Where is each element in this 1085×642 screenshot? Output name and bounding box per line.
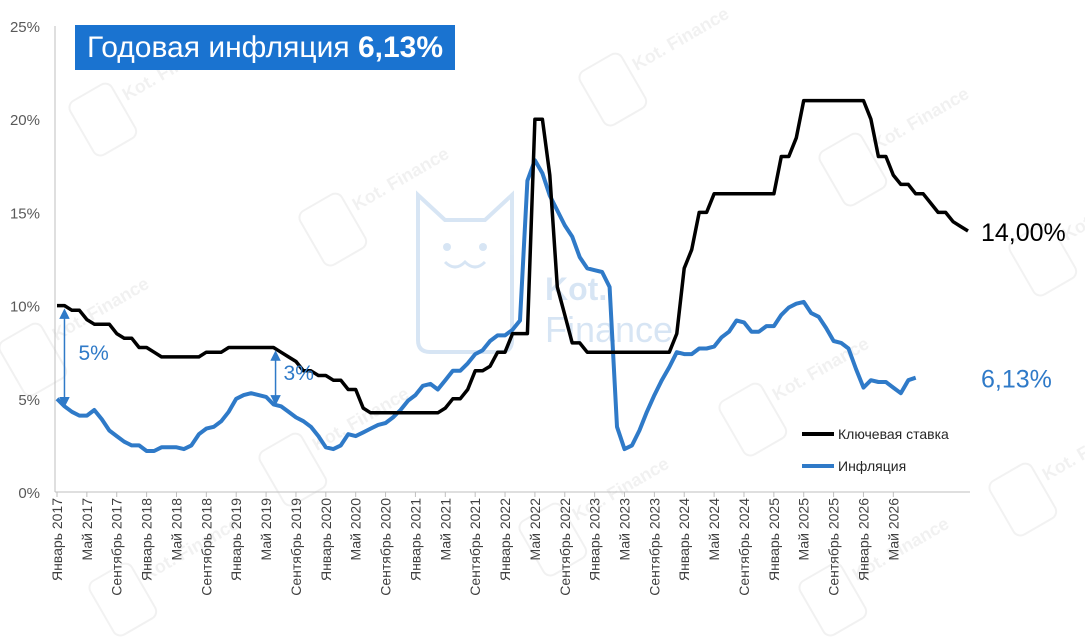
watermark-center: Kot.Finance	[416, 190, 673, 354]
annotation-layer: 5% 3%	[59, 308, 314, 408]
chart-title: Годовая инфляция 6,13%	[75, 25, 456, 70]
x-tick-label: Январь 2019	[228, 498, 244, 581]
x-tick-label: Сентябрь 2020	[378, 498, 394, 596]
series-end-label: 14,00%	[981, 219, 1066, 247]
x-tick-label: Май 2023	[617, 498, 633, 561]
x-tick-label: Сентябрь 2025	[826, 498, 842, 596]
watermark-mark: Kot. Finance	[818, 83, 973, 207]
x-tick-label: Сентябрь 2023	[646, 498, 662, 596]
x-tick-label: Январь 2018	[139, 498, 155, 581]
watermark-cat-eye	[443, 243, 451, 251]
x-tick-label: Май 2020	[348, 498, 364, 561]
watermark-cat-icon	[68, 82, 138, 157]
watermark-cat-icon	[988, 462, 1058, 537]
chart-title-text: Годовая инфляция	[87, 31, 350, 64]
watermark-center-text: Kot.	[545, 271, 607, 307]
watermark-cat-eye	[479, 243, 487, 251]
legend-label: Ключевая ставка	[838, 426, 949, 442]
watermark-cat-mouth	[443, 259, 487, 269]
x-tick-label: Январь 2026	[855, 498, 871, 581]
series-end-label: 6,13%	[981, 366, 1052, 394]
watermark-mark: Kot. Finance	[298, 143, 453, 267]
watermark-cat-outline	[416, 190, 514, 354]
watermark-text: Kot. Finance	[1039, 413, 1085, 484]
x-tick-label: Май 2024	[706, 498, 722, 561]
x-tick-label: Январь 2024	[676, 498, 692, 581]
x-tick-label: Сентябрь 2017	[109, 498, 125, 596]
x-tick-label: Январь 2025	[766, 498, 782, 581]
x-tick-label: Май 2025	[796, 498, 812, 561]
watermark-cat-icon	[1008, 222, 1078, 297]
watermark-cat-icon	[298, 192, 368, 267]
watermark-cat-icon	[258, 432, 328, 507]
x-tick-label: Январь 2017	[49, 498, 65, 581]
series-line-inflation	[55, 158, 917, 453]
x-tick-label: Январь 2021	[407, 498, 423, 581]
watermark-cat-icon	[718, 382, 788, 457]
watermark-cat-icon	[88, 562, 158, 637]
watermark-cat-icon	[0, 322, 68, 397]
y-tick-label: 5%	[18, 392, 40, 409]
watermark-mark: Kot. Finance	[798, 513, 952, 637]
x-tick-label: Сентябрь 2024	[736, 498, 752, 596]
x-tick-label: Январь 2020	[318, 498, 334, 581]
x-tick-label: Сентябрь 2022	[557, 498, 573, 596]
spread-label: 5%	[78, 342, 108, 365]
watermark-cat-icon	[818, 132, 888, 207]
x-tick-label: Май 2022	[527, 498, 543, 561]
spread-label: 3%	[284, 362, 314, 385]
x-tick-label: Январь 2023	[587, 498, 603, 581]
watermark-text: Kot. Finance	[349, 143, 453, 214]
x-tick-label: Сентябрь 2018	[198, 498, 214, 596]
watermark-cat-icon	[518, 502, 588, 577]
y-tick-label: 0%	[18, 485, 40, 502]
legend-label: Инфляция	[838, 458, 906, 474]
watermark-text: Kot. Finance	[869, 83, 973, 154]
watermark-text: Kot. Finance	[629, 3, 733, 74]
x-tick-label: Май 2018	[168, 498, 184, 561]
x-tick-label: Май 2019	[258, 498, 274, 561]
y-tick-label: 25%	[10, 19, 40, 36]
watermark-cat-icon	[578, 52, 648, 127]
x-tick-label: Сентябрь 2021	[467, 498, 483, 596]
axes-layer: 0% 5% 10% 15% 20% 25% Январь 2017 Май 2017 Сентя…	[10, 19, 970, 596]
watermark-cat-icon	[798, 562, 868, 637]
series-line-key-rate	[57, 98, 969, 415]
watermark-mark: Kot. Finance	[578, 3, 733, 127]
x-tick-label: Май 2017	[79, 498, 95, 561]
chart-title-value: 6,13%	[357, 31, 444, 64]
watermark-mark: Kot. Finance	[0, 273, 152, 397]
x-tick-label: Январь 2022	[497, 498, 513, 581]
watermark-mark: Kot. Finance	[988, 413, 1085, 537]
series-layer: 14,00% 6,13%	[55, 98, 1066, 453]
x-tick-label: Май 2026	[885, 498, 901, 561]
y-tick-label: 15%	[10, 205, 40, 222]
y-tick-label: 10%	[10, 299, 40, 316]
legend: Ключевая ставка Инфляция	[802, 426, 949, 474]
x-tick-label: Сентябрь 2019	[288, 498, 304, 596]
y-tick-label: 20%	[10, 112, 40, 129]
x-tick-label: Май 2021	[437, 498, 453, 561]
